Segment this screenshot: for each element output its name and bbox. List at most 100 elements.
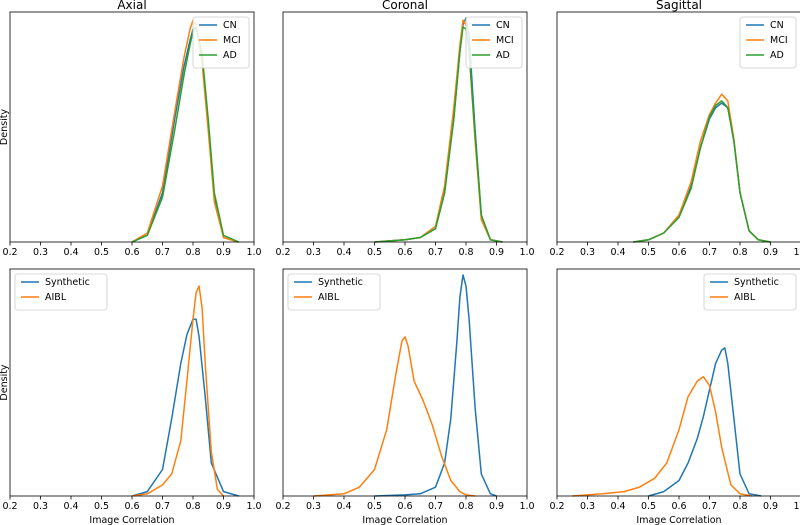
chart-panel-4: Density Image Correlation 0.2 0.3 0.4 0.5 0.6 0… [0, 268, 262, 525]
x-tick-label: 0.3 [580, 501, 595, 512]
x-tick-label: 0.5 [94, 501, 109, 512]
legend-entry: Synthetic [318, 277, 363, 288]
x-tick-label: 0.4 [63, 501, 78, 512]
legend-box [287, 273, 381, 311]
x-tick-label: 1.0 [519, 501, 534, 512]
series-line-synthetic [648, 347, 762, 497]
legend: CN MCI AD [465, 16, 523, 69]
x-tick-label: 0.9 [763, 501, 778, 512]
x-tick-label: 1.0 [246, 247, 261, 258]
x-tick-label: 0.8 [732, 247, 747, 258]
x-tick-label: 0.3 [306, 247, 321, 258]
x-tick-label: 1.0 [793, 501, 800, 512]
x-tick-label: 0.6 [124, 501, 139, 512]
series-line-mci [633, 93, 771, 243]
plot-frame [9, 11, 255, 243]
series-line-cn [633, 102, 771, 243]
series-line-synthetic [374, 274, 497, 497]
x-tick-label: 0.9 [489, 247, 504, 258]
legend-box [703, 273, 797, 311]
x-tick-label: 0.7 [428, 501, 443, 512]
chart-title: Coronal [382, 0, 428, 12]
x-axis-label: Image Correlation [636, 515, 721, 525]
legend-entry: Synthetic [734, 277, 779, 288]
plot-frame [282, 11, 528, 243]
plot-frame [556, 268, 800, 497]
legend-entry: AD [223, 50, 237, 61]
legend-entry: CN [496, 20, 510, 31]
x-tick-label: 1.0 [246, 501, 261, 512]
x-tick-label: 0.2 [549, 247, 564, 258]
legend: CN MCI AD [192, 16, 250, 69]
chart-title: Axial [117, 0, 146, 12]
x-tick-label: 0.3 [306, 501, 321, 512]
series-line-synthetic [131, 318, 240, 497]
legend: Synthetic AIBL [703, 273, 797, 311]
legend-entry: AIBL [318, 292, 340, 303]
series-line-ad [374, 26, 503, 243]
chart-panel-2: Coronal 0.2 0.3 0.4 0.5 0.6 0.7 0.8 0.9 1.0 CN MCI A… [275, 0, 534, 258]
series-line-aibl [313, 336, 476, 497]
x-tick-label: 0.8 [458, 247, 473, 258]
x-tick-label: 0.3 [580, 247, 595, 258]
chart-panel-5: Image Correlation 0.2 0.3 0.4 0.5 0.6 0.7 0.8 0.… [275, 268, 535, 525]
legend-entry: MCI [770, 35, 788, 46]
x-tick-label: 0.6 [671, 501, 686, 512]
x-tick-label: 0.7 [702, 247, 717, 258]
x-tick-label: 0.6 [397, 247, 412, 258]
x-tick-label: 0.4 [610, 501, 625, 512]
x-tick-label: 0.8 [732, 501, 747, 512]
y-axis-label: Density [0, 109, 10, 145]
x-tick-label: 0.6 [397, 501, 412, 512]
x-tick-label: 0.6 [671, 247, 686, 258]
legend-entry: CN [223, 20, 237, 31]
chart-title: Sagittal [656, 0, 702, 12]
x-axis-label: Image Correlation [362, 515, 447, 525]
x-tick-label: 0.9 [216, 501, 231, 512]
x-tick-label: 0.8 [458, 501, 473, 512]
legend-entry: AIBL [45, 292, 67, 303]
series-line-ad [633, 100, 771, 243]
x-tick-label: 0.2 [2, 501, 17, 512]
x-tick-label: 0.9 [763, 247, 778, 258]
legend-entry: AD [770, 50, 784, 61]
x-tick-label: 0.4 [336, 247, 351, 258]
legend-entry: AIBL [734, 292, 756, 303]
legend: CN MCI AD [739, 16, 797, 69]
x-tick-label: 0.7 [702, 501, 717, 512]
plot-frame [556, 11, 800, 243]
x-tick-label: 0.9 [489, 501, 504, 512]
x-tick-label: 0.6 [124, 247, 139, 258]
x-tick-label: 0.2 [549, 501, 564, 512]
series-line-aibl [572, 375, 753, 497]
y-axis-label: Density [0, 364, 10, 400]
x-tick-label: 0.9 [216, 247, 231, 258]
x-tick-label: 0.7 [428, 247, 443, 258]
x-tick-label: 0.3 [33, 501, 48, 512]
chart-panel-1: Axial Density 0.2 0.3 0.4 0.5 0.6 0.7 0.8 0.9 1.0 C… [0, 0, 262, 258]
x-tick-label: 0.5 [367, 501, 382, 512]
chart-panel-6: Image Correlation 0.2 0.3 0.4 0.5 0.6 0.7 0.8 0.… [549, 268, 800, 525]
plot-frame [9, 268, 255, 497]
legend-entry: AD [496, 50, 510, 61]
x-tick-label: 0.5 [367, 247, 382, 258]
x-tick-label: 0.5 [641, 501, 656, 512]
x-tick-label: 0.2 [2, 247, 17, 258]
series-line-aibl [131, 285, 225, 497]
x-tick-label: 1.0 [793, 247, 800, 258]
legend-entry: CN [770, 20, 784, 31]
x-tick-label: 0.4 [336, 501, 351, 512]
x-tick-label: 1.0 [519, 247, 534, 258]
x-tick-label: 0.2 [275, 501, 290, 512]
x-tick-label: 0.5 [94, 247, 109, 258]
legend: Synthetic AIBL [287, 273, 381, 311]
x-tick-label: 0.8 [185, 501, 200, 512]
plot-frame [282, 268, 528, 497]
x-tick-label: 0.8 [185, 247, 200, 258]
legend-entry: MCI [223, 35, 241, 46]
chart-panel-3: Sagittal 0.2 0.3 0.4 0.5 0.6 0.7 0.8 0.9 1.0 CN MCI… [549, 0, 800, 258]
x-tick-label: 0.4 [63, 247, 78, 258]
x-tick-label: 0.5 [641, 247, 656, 258]
x-tick-label: 0.4 [610, 247, 625, 258]
